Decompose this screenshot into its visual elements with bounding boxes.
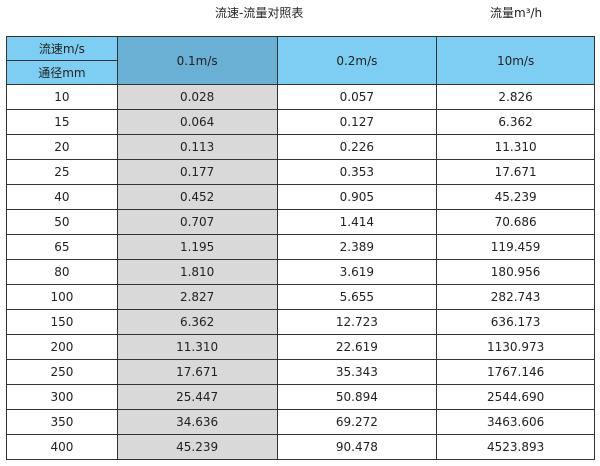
flow-cell: 636.173 <box>436 309 595 335</box>
flow-cell: 0.177 <box>116 159 278 185</box>
flow-cell: 1767.146 <box>436 359 595 385</box>
flow-cell: 90.478 <box>276 434 438 460</box>
column-header: 10m/s <box>436 36 595 85</box>
table-row: 300 25.447 50.894 2544.690 <box>6 384 595 410</box>
flow-cell: 50.894 <box>276 384 438 410</box>
diameter-cell: 40 <box>6 184 118 210</box>
flow-cell: 17.671 <box>436 159 595 185</box>
table-row: 25 0.177 0.353 17.671 <box>6 159 595 185</box>
table-row: 20 0.113 0.226 11.310 <box>6 134 595 160</box>
flow-cell: 45.239 <box>436 184 595 210</box>
flow-cell: 6.362 <box>116 309 278 335</box>
flow-cell: 12.723 <box>276 309 438 335</box>
table-row: 65 1.195 2.389 119.459 <box>6 234 595 260</box>
flow-unit-label: 流量m³/h <box>490 6 543 20</box>
flow-cell: 1.810 <box>116 259 278 285</box>
flow-cell: 34.636 <box>116 409 278 435</box>
diameter-cell: 150 <box>6 309 118 335</box>
flow-cell: 2.389 <box>276 234 438 260</box>
flow-cell: 1130.973 <box>436 334 595 360</box>
flow-cell: 45.239 <box>116 434 278 460</box>
flow-cell: 35.343 <box>276 359 438 385</box>
diameter-cell: 300 <box>6 384 118 410</box>
flow-cell: 11.310 <box>436 134 595 160</box>
flow-cell: 0.127 <box>276 109 438 135</box>
flow-cell: 0.064 <box>116 109 278 135</box>
table-row: 400 45.239 90.478 4523.893 <box>6 434 595 460</box>
flow-cell: 25.447 <box>116 384 278 410</box>
flow-cell: 0.353 <box>276 159 438 185</box>
column-header: 0.1m/s <box>116 36 278 85</box>
flow-cell: 0.905 <box>276 184 438 210</box>
table-title: 流速-流量对照表 <box>215 6 304 20</box>
flow-cell: 180.956 <box>436 259 595 285</box>
diameter-header: 通径mm <box>6 60 118 85</box>
column-header: 0.2m/s <box>276 36 438 85</box>
table-row: 40 0.452 0.905 45.239 <box>6 184 595 210</box>
flow-cell: 2544.690 <box>436 384 595 410</box>
table-row: 150 6.362 12.723 636.173 <box>6 309 595 335</box>
diameter-cell: 350 <box>6 409 118 435</box>
velocity-header: 流速m/s <box>6 36 118 61</box>
flow-cell: 2.826 <box>436 84 595 110</box>
table-row: 350 34.636 69.272 3463.606 <box>6 409 595 435</box>
table-row: 10 0.028 0.057 2.826 <box>6 84 595 110</box>
flow-cell: 3463.606 <box>436 409 595 435</box>
flow-cell: 119.459 <box>436 234 595 260</box>
table-row: 100 2.827 5.655 282.743 <box>6 284 595 310</box>
flow-cell: 6.362 <box>436 109 595 135</box>
flow-cell: 4523.893 <box>436 434 595 460</box>
flow-cell: 0.452 <box>116 184 278 210</box>
flow-cell: 2.827 <box>116 284 278 310</box>
flow-cell: 17.671 <box>116 359 278 385</box>
diameter-cell: 25 <box>6 159 118 185</box>
diameter-cell: 15 <box>6 109 118 135</box>
diameter-cell: 250 <box>6 359 118 385</box>
diameter-cell: 10 <box>6 84 118 110</box>
diameter-cell: 20 <box>6 134 118 160</box>
flow-cell: 11.310 <box>116 334 278 360</box>
flow-cell: 5.655 <box>276 284 438 310</box>
flow-cell: 0.226 <box>276 134 438 160</box>
diameter-cell: 50 <box>6 209 118 235</box>
flow-cell: 0.707 <box>116 209 278 235</box>
diameter-cell: 400 <box>6 434 118 460</box>
flow-cell: 0.113 <box>116 134 278 160</box>
flow-cell: 69.272 <box>276 409 438 435</box>
diameter-cell: 80 <box>6 259 118 285</box>
table-row: 80 1.810 3.619 180.956 <box>6 259 595 285</box>
table-row: 250 17.671 35.343 1767.146 <box>6 359 595 385</box>
flow-cell: 70.686 <box>436 209 595 235</box>
flow-cell: 0.028 <box>116 84 278 110</box>
flow-cell: 282.743 <box>436 284 595 310</box>
table-row: 200 11.310 22.619 1130.973 <box>6 334 595 360</box>
table-row: 50 0.707 1.414 70.686 <box>6 209 595 235</box>
diameter-cell: 65 <box>6 234 118 260</box>
flow-cell: 22.619 <box>276 334 438 360</box>
table-row: 15 0.064 0.127 6.362 <box>6 109 595 135</box>
flow-cell: 1.414 <box>276 209 438 235</box>
diameter-cell: 100 <box>6 284 118 310</box>
velocity-flow-table: 流速m/s 0.1m/s 0.2m/s 10m/s 通径mm 10 0.028 0.… <box>6 36 595 460</box>
diameter-cell: 200 <box>6 334 118 360</box>
flow-cell: 0.057 <box>276 84 438 110</box>
flow-cell: 3.619 <box>276 259 438 285</box>
flow-cell: 1.195 <box>116 234 278 260</box>
